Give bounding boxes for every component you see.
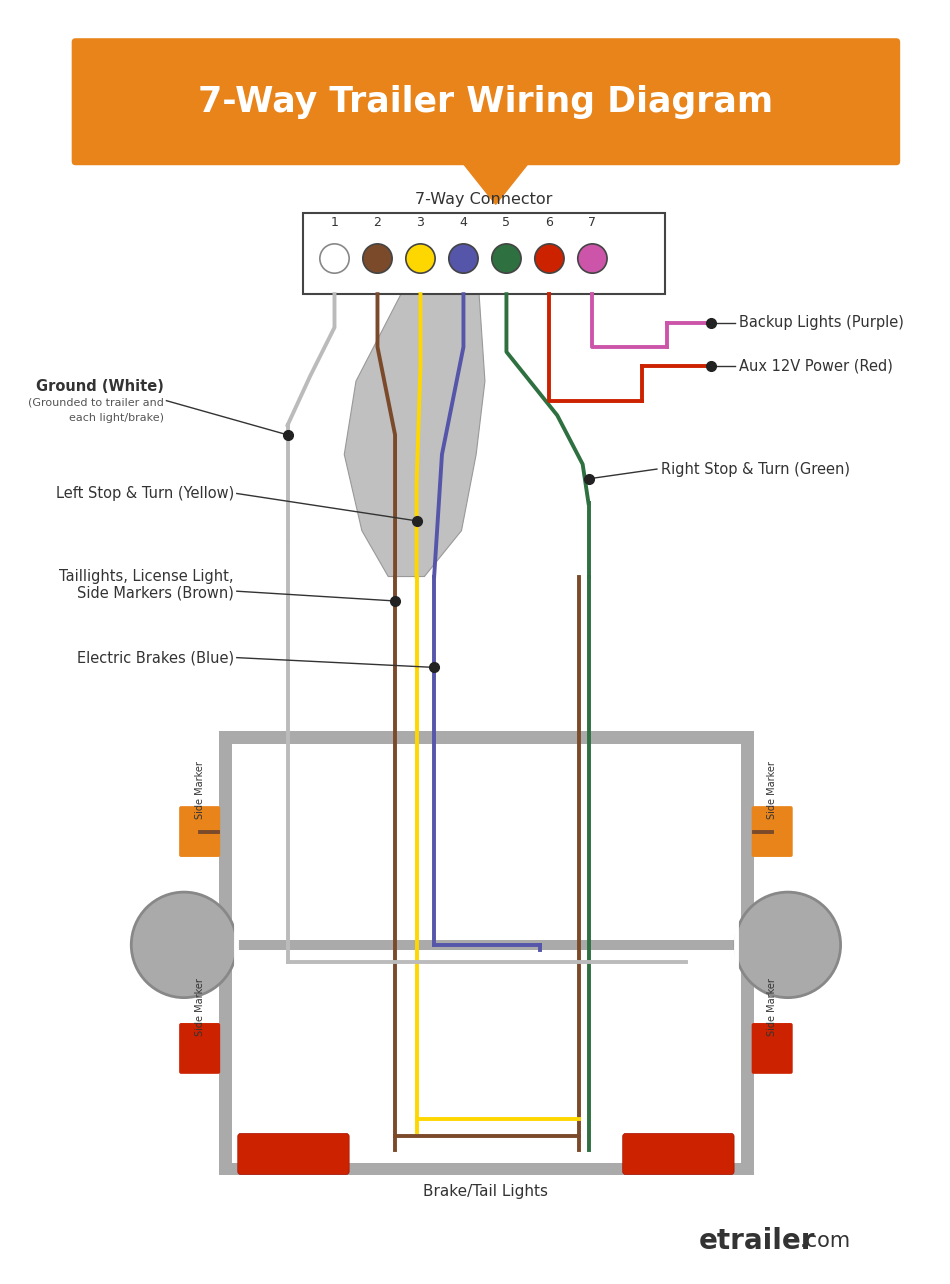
- Text: (Grounded to trailer and: (Grounded to trailer and: [28, 398, 163, 407]
- Circle shape: [131, 892, 237, 998]
- Text: Backup Lights (Purple): Backup Lights (Purple): [739, 315, 903, 330]
- Bar: [186, 940, 786, 950]
- FancyBboxPatch shape: [180, 806, 220, 856]
- Text: 1: 1: [331, 217, 338, 230]
- Text: Electric Brakes (Blue): Electric Brakes (Blue): [77, 650, 234, 665]
- Text: Left Stop & Turn (Yellow): Left Stop & Turn (Yellow): [56, 487, 234, 501]
- Text: .com: .com: [800, 1231, 850, 1251]
- Text: 7-Way Trailer Wiring Diagram: 7-Way Trailer Wiring Diagram: [199, 85, 773, 118]
- Text: each light/brake): each light/brake): [68, 413, 163, 424]
- Text: Right Stop & Turn (Green): Right Stop & Turn (Green): [661, 461, 850, 476]
- Circle shape: [406, 244, 435, 273]
- Polygon shape: [344, 294, 484, 577]
- Text: Side Marker: Side Marker: [768, 978, 777, 1036]
- Circle shape: [492, 244, 522, 273]
- Text: Brake/Tail Lights: Brake/Tail Lights: [424, 1184, 548, 1198]
- Text: etrailer: etrailer: [699, 1228, 815, 1254]
- Text: Side Marker: Side Marker: [195, 761, 204, 819]
- Text: Side Markers (Brown): Side Markers (Brown): [77, 586, 234, 601]
- Text: Side Marker: Side Marker: [195, 978, 204, 1036]
- Bar: [741, 738, 753, 1170]
- Bar: [219, 731, 753, 743]
- Circle shape: [735, 892, 841, 998]
- Bar: [303, 213, 665, 294]
- Polygon shape: [462, 162, 530, 204]
- Text: 4: 4: [460, 217, 467, 230]
- FancyBboxPatch shape: [180, 1023, 220, 1073]
- FancyBboxPatch shape: [751, 806, 792, 856]
- Text: Aux 12V Power (Red): Aux 12V Power (Red): [739, 360, 893, 374]
- Text: 7-Way Connector: 7-Way Connector: [415, 191, 553, 207]
- Circle shape: [448, 244, 478, 273]
- Bar: [219, 1163, 753, 1175]
- Bar: [219, 738, 232, 1170]
- Circle shape: [578, 244, 607, 273]
- FancyBboxPatch shape: [238, 1134, 350, 1175]
- Text: Side Marker: Side Marker: [768, 761, 777, 819]
- Text: 5: 5: [503, 217, 510, 230]
- Text: Taillights, License Light,: Taillights, License Light,: [59, 569, 234, 584]
- Circle shape: [535, 244, 564, 273]
- Text: 6: 6: [545, 217, 553, 230]
- Text: 2: 2: [373, 217, 381, 230]
- Text: 3: 3: [416, 217, 425, 230]
- Text: 7: 7: [588, 217, 597, 230]
- Text: Ground (White): Ground (White): [36, 379, 163, 393]
- FancyBboxPatch shape: [751, 1023, 792, 1073]
- Circle shape: [363, 244, 392, 273]
- FancyBboxPatch shape: [71, 39, 901, 166]
- Circle shape: [320, 244, 350, 273]
- FancyBboxPatch shape: [622, 1134, 734, 1175]
